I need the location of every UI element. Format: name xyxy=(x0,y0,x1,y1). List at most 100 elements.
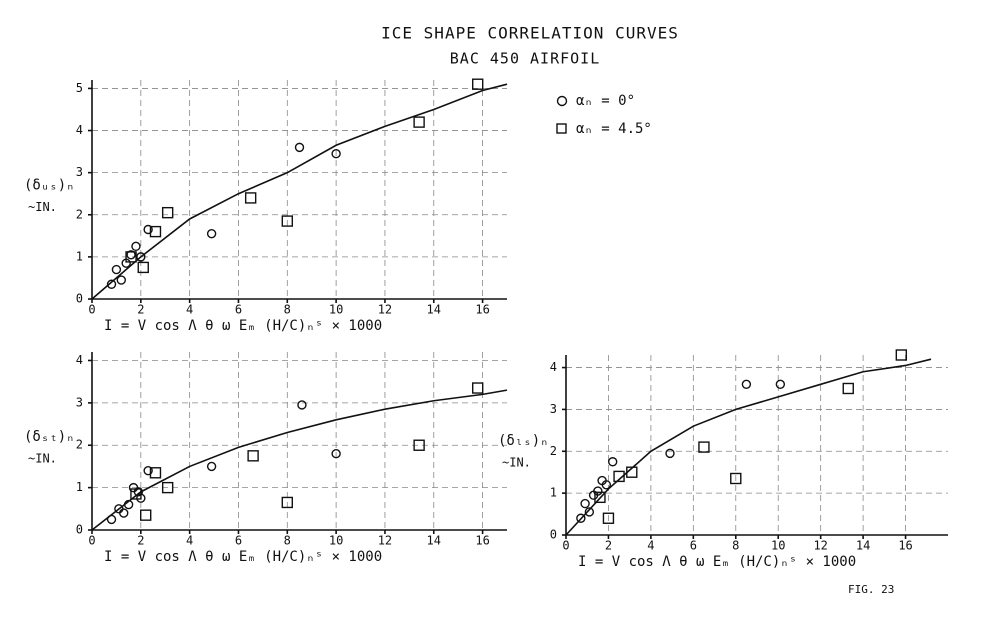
data-point xyxy=(281,215,293,227)
y-tick-label: 0 xyxy=(550,528,557,542)
data-point xyxy=(143,465,153,476)
x-tick-label: 6 xyxy=(235,303,242,317)
y-tick-label: 0 xyxy=(76,523,83,537)
y-axis-unit: ~IN. xyxy=(28,452,57,466)
data-point xyxy=(297,400,307,410)
subtitle: BAC 450 AIRFOIL xyxy=(450,50,600,68)
data-point xyxy=(594,491,606,504)
legend-marker xyxy=(556,123,567,134)
y-tick-label: 4 xyxy=(76,123,83,137)
data-point xyxy=(143,224,153,235)
data-point xyxy=(331,149,341,159)
x-tick-label: 14 xyxy=(856,539,870,553)
data-point xyxy=(413,439,425,451)
data-point xyxy=(206,229,217,239)
x-tick-label: 0 xyxy=(88,303,95,317)
data-point xyxy=(116,275,126,285)
data-point xyxy=(730,472,742,485)
data-point xyxy=(895,349,908,361)
y-tick-label: 3 xyxy=(550,402,557,416)
y-tick-label: 5 xyxy=(76,81,83,95)
data-point xyxy=(331,449,341,459)
x-tick-label: 10 xyxy=(329,534,343,548)
legend-marker xyxy=(556,95,568,107)
fit-curve xyxy=(565,358,932,536)
data-point xyxy=(472,78,484,90)
data-point xyxy=(281,496,293,509)
x-tick-label: 10 xyxy=(329,303,343,317)
x-tick-label: 16 xyxy=(898,539,912,553)
x-tick-label: 0 xyxy=(562,539,569,553)
data-point xyxy=(576,513,586,523)
data-point xyxy=(593,486,603,496)
x-tick-label: 16 xyxy=(475,534,489,548)
data-point xyxy=(131,241,141,252)
x-tick-label: 0 xyxy=(88,534,95,548)
data-point xyxy=(413,116,425,128)
data-point xyxy=(149,467,162,479)
x-tick-label: 8 xyxy=(284,303,291,317)
x-tick-label: 14 xyxy=(427,534,441,548)
data-point xyxy=(601,480,612,490)
y-tick-label: 0 xyxy=(76,292,83,306)
data-point xyxy=(149,225,162,238)
x-tick-label: 10 xyxy=(771,539,785,553)
data-point xyxy=(741,379,752,390)
y-axis-label: (δᵤₛ)ₙ xyxy=(24,178,75,194)
title: ICE SHAPE CORRELATION CURVES xyxy=(381,24,679,43)
y-tick-label: 2 xyxy=(550,444,557,458)
data-point xyxy=(106,279,117,289)
data-point xyxy=(602,512,615,524)
y-axis-unit: ~IN. xyxy=(502,456,531,470)
data-point xyxy=(698,441,710,453)
data-point xyxy=(111,264,122,275)
data-point xyxy=(136,252,146,262)
data-point xyxy=(580,498,590,509)
data-point xyxy=(161,481,174,494)
x-axis-label: I = V cos Λ θ ω Eₘ (H/C)ₙˢ × 1000 xyxy=(104,318,382,334)
y-tick-label: 2 xyxy=(76,207,83,221)
x-axis-label: I = V cos Λ θ ω Eₘ (H/C)ₙˢ × 1000 xyxy=(104,549,382,565)
fit-curve xyxy=(91,389,508,531)
y-axis-unit: ~IN. xyxy=(28,200,57,214)
y-tick-label: 2 xyxy=(76,438,83,452)
x-tick-label: 6 xyxy=(235,534,242,548)
data-point xyxy=(842,382,854,395)
fit-curve xyxy=(91,83,508,300)
data-point xyxy=(584,507,595,517)
y-tick-label: 4 xyxy=(550,360,557,374)
x-tick-label: 4 xyxy=(647,539,654,553)
x-tick-label: 6 xyxy=(690,539,697,553)
y-tick-label: 1 xyxy=(550,486,557,500)
data-point xyxy=(294,142,305,153)
y-tick-label: 3 xyxy=(76,165,83,179)
y-tick-label: 1 xyxy=(76,249,83,263)
data-point xyxy=(472,382,484,394)
x-axis-label: I = V cos Λ θ ω Eₘ (H/C)ₙˢ × 1000 xyxy=(578,554,856,570)
data-point xyxy=(126,250,136,260)
x-tick-label: 16 xyxy=(475,303,489,317)
x-tick-label: 2 xyxy=(137,534,144,548)
data-point xyxy=(161,206,174,219)
data-point xyxy=(137,261,149,274)
data-point xyxy=(775,379,786,390)
x-tick-label: 14 xyxy=(427,303,441,317)
x-tick-label: 8 xyxy=(732,539,739,553)
x-tick-label: 12 xyxy=(813,539,827,553)
data-point xyxy=(244,192,257,204)
x-tick-label: 4 xyxy=(186,303,193,317)
y-tick-label: 1 xyxy=(76,480,83,494)
y-axis-label: (δₛₜ)ₙ xyxy=(24,429,75,445)
data-point xyxy=(247,450,259,462)
x-tick-label: 12 xyxy=(378,303,392,317)
x-tick-label: 8 xyxy=(284,534,291,548)
data-point xyxy=(140,509,152,521)
y-axis-label: (δₗₛ)ₙ xyxy=(498,433,549,449)
x-tick-label: 2 xyxy=(137,303,144,317)
data-point xyxy=(613,470,625,483)
legend-label: αₙ = 0° xyxy=(576,93,635,109)
x-tick-label: 4 xyxy=(186,534,193,548)
data-point xyxy=(607,457,618,467)
y-tick-label: 4 xyxy=(76,353,83,367)
